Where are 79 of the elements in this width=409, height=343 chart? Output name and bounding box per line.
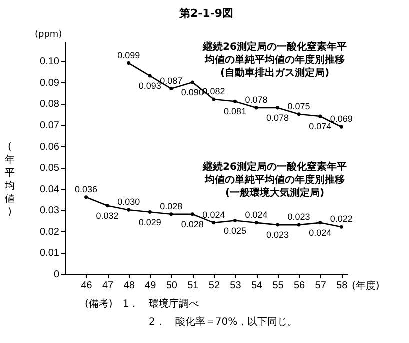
data-label: 0.023 — [288, 212, 310, 222]
x-tick-label: 57 — [315, 280, 327, 292]
data-label: 0.025 — [224, 226, 246, 236]
text: (ppm) — [35, 30, 62, 40]
data-label: 0.093 — [138, 81, 162, 92]
point — [254, 221, 258, 225]
y-tick-label: 0.03 — [40, 206, 60, 217]
point — [254, 106, 258, 110]
point — [106, 204, 110, 208]
x-tick-label: 47 — [102, 280, 114, 292]
data-label: 0.030 — [118, 197, 140, 208]
x-tick-label: 52 — [208, 280, 220, 292]
point — [190, 80, 194, 84]
data-label: 0.099 — [118, 50, 140, 60]
data-label: 0.081 — [224, 106, 246, 117]
point — [127, 62, 131, 66]
y-tick-label: 0.02 — [40, 226, 60, 238]
point — [297, 223, 301, 227]
x-tick-label: 54 — [251, 280, 264, 292]
point — [297, 112, 301, 116]
text: (備考) 1． 環境庁調べ — [85, 298, 200, 310]
x-tick-label: 46 — [81, 280, 93, 292]
data-label: 0.028 — [160, 201, 183, 212]
x-tick-label: 55 — [272, 280, 284, 292]
y-tick-label: 0.06 — [40, 142, 60, 153]
data-label: 0.029 — [138, 217, 162, 228]
data-label: 0.022 — [330, 214, 353, 224]
point — [233, 219, 237, 223]
x-tick-label: 58 — [336, 280, 348, 292]
y-tick-label: 0.07 — [40, 120, 60, 132]
data-label: 0.023 — [266, 230, 290, 240]
x-tick-label: 51 — [188, 280, 200, 292]
point — [148, 210, 152, 214]
y-tick-label: 0.01 — [40, 248, 60, 260]
point — [276, 223, 280, 227]
point — [233, 100, 237, 104]
point — [148, 74, 152, 78]
text: 2． 酸化率＝70%，以下同じ。 — [149, 316, 298, 328]
data-label: 0.028 — [181, 219, 204, 230]
point — [170, 87, 174, 91]
data-label: 0.024 — [202, 210, 226, 220]
y-tick-label: 0.05 — [40, 163, 60, 174]
data-label: 0.082 — [202, 86, 226, 96]
data-label: 0.032 — [96, 210, 119, 221]
series-label: 継続26測定局の一酸化窒素年平均値の単純平均値の年度別推移(自動車排出ガス測定局) — [202, 41, 347, 79]
point — [127, 208, 131, 212]
point — [212, 221, 216, 225]
point — [318, 114, 322, 118]
y-axis-title: (年平均値) — [4, 142, 15, 218]
x-tick-label: 50 — [166, 280, 178, 292]
y-tick-label: 0.08 — [40, 99, 60, 110]
x-axis-title: (年度) — [352, 280, 380, 292]
point — [318, 221, 322, 225]
x-tick-label: 56 — [294, 280, 306, 292]
y-tick-label: 0.10 — [40, 56, 60, 68]
point — [190, 212, 194, 216]
data-label: 0.036 — [75, 184, 98, 194]
point — [340, 225, 344, 229]
x-tick-label: 48 — [124, 280, 136, 292]
y-tick-label: 0 — [54, 270, 60, 280]
chart-title: 第2-1-9図 — [178, 7, 234, 20]
point — [212, 98, 216, 102]
y-tick-label: 0.09 — [40, 78, 60, 89]
point — [170, 212, 174, 216]
data-label: 0.078 — [266, 112, 290, 123]
data-label: 0.024 — [245, 210, 268, 220]
y-tick-label: 0.04 — [40, 184, 60, 196]
data-label: 0.024 — [309, 228, 332, 238]
x-tick-label: 53 — [230, 280, 242, 292]
point — [276, 106, 280, 110]
data-label: 0.075 — [288, 101, 310, 112]
series-label: 継続26測定局の一酸化窒素年平均値の単純平均値の年度別推移(一般環境大気測定局) — [202, 161, 347, 199]
data-label: 0.087 — [160, 76, 183, 86]
data-label: 0.069 — [330, 114, 353, 124]
data-label: 0.078 — [245, 94, 268, 105]
x-tick-label: 49 — [145, 280, 157, 292]
data-label: 0.074 — [309, 121, 332, 132]
point — [84, 196, 88, 200]
point — [340, 125, 344, 129]
